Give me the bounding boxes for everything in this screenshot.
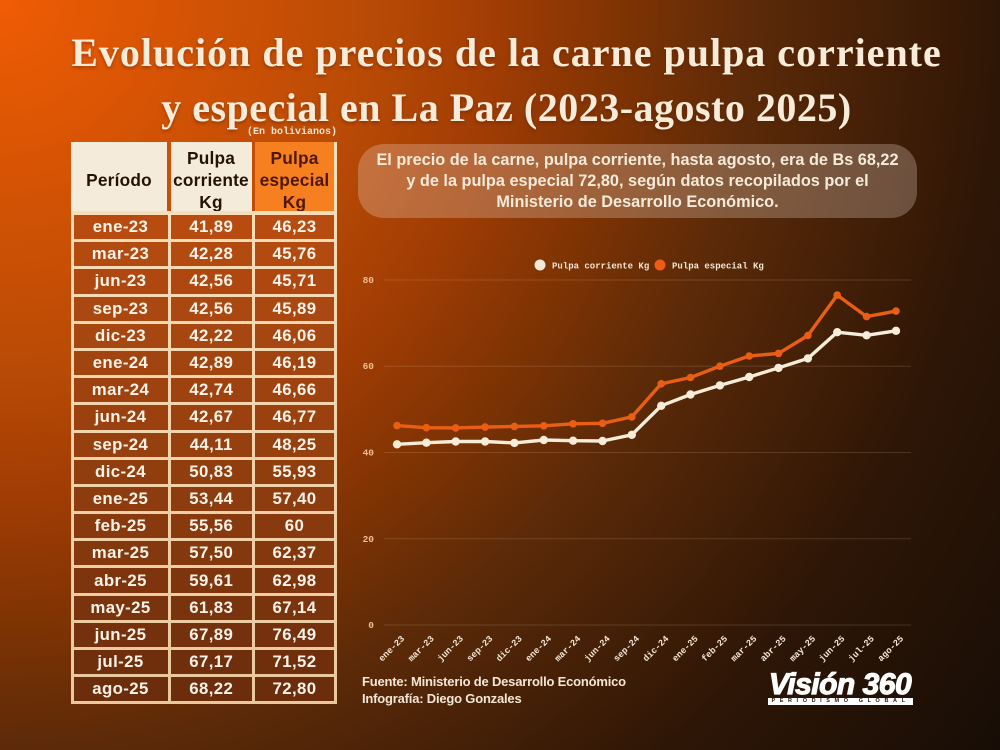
svg-text:may-25: may-25 [788, 634, 818, 664]
svg-text:feb-25: feb-25 [700, 634, 730, 664]
svg-text:Pulpa especial Kg: Pulpa especial Kg [672, 262, 764, 272]
svg-text:20: 20 [363, 534, 375, 545]
svg-text:dic-23: dic-23 [495, 634, 525, 664]
svg-text:ago-25: ago-25 [876, 634, 906, 664]
svg-text:ene-25: ene-25 [671, 634, 701, 664]
svg-text:abr-25: abr-25 [759, 634, 789, 664]
svg-text:mar-24: mar-24 [553, 634, 583, 664]
svg-text:80: 80 [363, 275, 375, 286]
svg-text:40: 40 [363, 448, 375, 459]
svg-text:jun-25: jun-25 [817, 634, 847, 664]
svg-text:mar-23: mar-23 [407, 634, 437, 664]
svg-text:mar-25: mar-25 [729, 634, 759, 664]
svg-text:sep-24: sep-24 [612, 634, 642, 664]
svg-text:jun-23: jun-23 [436, 634, 466, 664]
svg-text:60: 60 [363, 361, 375, 372]
svg-text:ene-23: ene-23 [377, 634, 407, 664]
svg-text:jun-24: jun-24 [583, 634, 613, 664]
svg-text:0: 0 [368, 620, 374, 631]
svg-text:Pulpa corriente Kg: Pulpa corriente Kg [552, 262, 649, 272]
svg-text:ene-24: ene-24 [524, 634, 554, 664]
svg-text:dic-24: dic-24 [641, 634, 671, 664]
svg-text:jul-25: jul-25 [847, 634, 877, 664]
svg-text:sep-23: sep-23 [465, 634, 495, 664]
